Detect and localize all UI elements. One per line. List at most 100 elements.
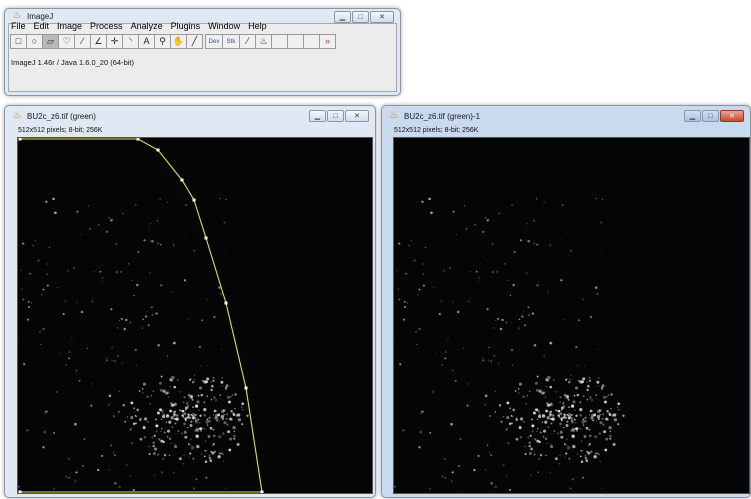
magnifier-tool-icon[interactable]: ⚲: [154, 34, 171, 49]
spot: [162, 413, 165, 416]
spot: [169, 378, 173, 382]
roi-handle[interactable]: [156, 148, 160, 152]
maximize-button[interactable]: □: [327, 110, 344, 122]
polygon-tool-icon[interactable]: ▱: [42, 34, 59, 49]
empty-tool-slot-icon[interactable]: [287, 34, 304, 49]
flood-fill-tool-icon[interactable]: ♨: [255, 34, 272, 49]
point-tool-icon[interactable]: ✛: [106, 34, 123, 49]
roi-handle[interactable]: [18, 138, 22, 141]
image-title-bar-left[interactable]: ♨ BU2c_z6.tif (green) ▁ □ ✕: [5, 106, 375, 126]
imagej-main-window[interactable]: ♨ ImageJ ▁ □ ✕ File Edit Image Process Analy…: [4, 8, 401, 96]
menu-file[interactable]: File: [11, 21, 26, 31]
stk-tool-icon[interactable]: Stk: [222, 34, 240, 49]
menu-image[interactable]: Image: [57, 21, 83, 31]
spot: [574, 427, 576, 430]
more-tools-icon[interactable]: »: [319, 34, 336, 49]
spot: [574, 409, 576, 411]
spot: [504, 263, 506, 265]
spot: [477, 276, 480, 279]
spot: [166, 391, 170, 394]
spot: [414, 330, 418, 333]
roi-handle[interactable]: [136, 138, 140, 141]
spot: [150, 395, 153, 397]
rectangle-tool-icon[interactable]: □: [10, 34, 27, 49]
spot: [136, 408, 140, 412]
spot: [568, 381, 571, 384]
angle-tool-icon[interactable]: ∠: [90, 34, 107, 49]
spot: [221, 452, 223, 455]
spot: [189, 423, 193, 428]
maximize-button[interactable]: □: [352, 11, 369, 23]
spot: [175, 414, 179, 417]
maximize-button[interactable]: □: [702, 110, 719, 122]
polygon-roi[interactable]: [20, 138, 263, 493]
hand-tool-icon[interactable]: ✋: [170, 34, 187, 49]
roi-handles[interactable]: [18, 138, 264, 494]
menu-process[interactable]: Process: [90, 21, 123, 31]
spot: [438, 312, 441, 316]
freehand-tool-icon[interactable]: ♡: [58, 34, 75, 49]
image-canvas-left[interactable]: [17, 137, 373, 494]
spot: [141, 388, 144, 390]
roi-handle[interactable]: [224, 301, 228, 305]
minimize-button[interactable]: ▁: [309, 110, 326, 122]
spot: [549, 244, 551, 246]
roi-handle[interactable]: [192, 198, 196, 202]
spot: [219, 394, 222, 396]
close-button[interactable]: ✕: [345, 110, 369, 122]
spot: [525, 226, 527, 228]
menu-plugins[interactable]: Plugins: [170, 21, 201, 31]
spot: [507, 441, 510, 445]
roi-handle[interactable]: [18, 490, 22, 494]
roi-handle[interactable]: [204, 236, 208, 240]
spot: [46, 273, 49, 276]
image-title-bar-right[interactable]: ♨ BU2c_z6.tif (green)-1 ▁ □ ✕: [382, 106, 750, 126]
spot: [402, 318, 406, 321]
roi-handle[interactable]: [244, 386, 248, 390]
image-canvas-right[interactable]: [393, 137, 750, 494]
menu-edit[interactable]: Edit: [33, 21, 50, 31]
spot: [535, 408, 538, 412]
line-tool-icon[interactable]: ⁄: [74, 34, 91, 49]
spot: [170, 403, 174, 407]
empty-tool-slot-icon[interactable]: [303, 34, 320, 49]
minimize-button[interactable]: ▁: [334, 11, 351, 23]
roi-handle[interactable]: [260, 490, 264, 494]
menu-help[interactable]: Help: [248, 21, 267, 31]
brush-tool-icon[interactable]: ⁄: [239, 34, 256, 49]
spot: [536, 284, 539, 287]
spot: [101, 276, 104, 279]
spot: [502, 416, 505, 418]
spot: [538, 415, 542, 419]
spot: [172, 410, 175, 414]
dev-tool-icon[interactable]: Dev: [205, 34, 223, 49]
image-window-right[interactable]: ♨ BU2c_z6.tif (green)-1 ▁ □ ✕ 512x512 pi…: [381, 105, 751, 498]
wand-tool-icon[interactable]: ⸌: [122, 34, 139, 49]
spot: [584, 416, 587, 419]
dropper-tool-icon[interactable]: ╱: [186, 34, 203, 49]
spot: [211, 445, 214, 447]
window-title: ImageJ: [27, 11, 54, 21]
menu-analyze[interactable]: Analyze: [130, 21, 163, 31]
image-window-left[interactable]: ♨ BU2c_z6.tif (green) ▁ □ ✕ 512x512 pixe…: [4, 105, 376, 498]
spot: [544, 420, 548, 424]
spot: [440, 300, 443, 302]
spot: [559, 430, 563, 434]
spot: [200, 393, 204, 397]
roi-handle[interactable]: [180, 178, 184, 182]
spot: [449, 266, 452, 269]
spot: [546, 415, 550, 419]
spot: [101, 454, 104, 458]
oval-tool-icon[interactable]: ○: [26, 34, 43, 49]
empty-tool-slot-icon[interactable]: [271, 34, 288, 49]
close-button[interactable]: ✕: [370, 11, 394, 23]
spot: [463, 205, 465, 207]
spot: [171, 403, 175, 407]
close-button[interactable]: ✕: [720, 110, 744, 122]
text-tool-icon[interactable]: A: [138, 34, 155, 49]
menu-window[interactable]: Window: [208, 21, 241, 31]
imagej-title-bar[interactable]: ♨ ImageJ ▁ □ ✕: [5, 9, 400, 23]
spot: [444, 350, 447, 354]
minimize-button[interactable]: ▁: [684, 110, 701, 122]
spot: [71, 337, 73, 339]
